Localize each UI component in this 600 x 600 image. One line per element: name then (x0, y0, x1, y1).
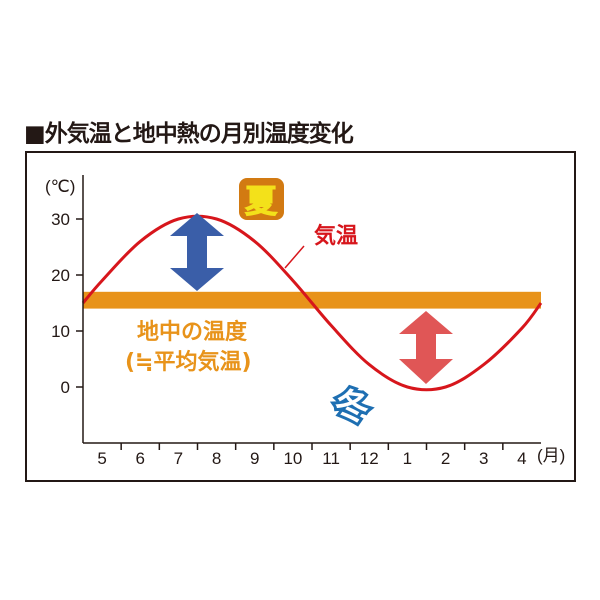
x-tick-label: 1 (403, 449, 412, 468)
y-tick-label: 30 (51, 210, 70, 229)
summer-badge (239, 178, 284, 220)
series-label-air-temp: 気温 (314, 223, 358, 249)
x-tick-label: 11 (322, 449, 340, 468)
winter-difference-arrow (399, 311, 453, 384)
x-tick-label: 8 (212, 449, 221, 468)
winter-label: 冬 (332, 385, 371, 429)
summer-label: 夏 (245, 182, 278, 220)
summer-difference-arrow (170, 213, 224, 291)
band-sublabel: (≒平均気温) (125, 349, 252, 375)
band-label: 地中の温度 (137, 319, 248, 345)
x-tick-label: 3 (479, 449, 488, 468)
chart-title: ■外気温と地中熱の月別温度変化 (24, 121, 354, 147)
leader-line (284, 245, 305, 269)
x-tick-label: 5 (97, 449, 106, 468)
y-axis-unit: (℃) (45, 177, 75, 196)
x-tick-label: 10 (283, 449, 302, 468)
y-tick-label: 0 (61, 378, 70, 397)
chart-frame (25, 151, 576, 482)
x-tick-label: 6 (136, 449, 145, 468)
x-tick-label: 12 (360, 449, 379, 468)
band-rect (83, 291, 541, 309)
x-tick-label: 2 (441, 449, 450, 468)
y-tick-label: 20 (51, 266, 70, 285)
ground-temperature-band (83, 291, 541, 309)
x-tick-label: 9 (250, 449, 259, 468)
x-tick-label: 7 (174, 449, 183, 468)
x-axis-unit: (月) (537, 446, 565, 465)
x-tick-label: 4 (517, 449, 526, 468)
air-temperature-line (81, 214, 543, 392)
y-tick-label: 10 (51, 322, 70, 341)
